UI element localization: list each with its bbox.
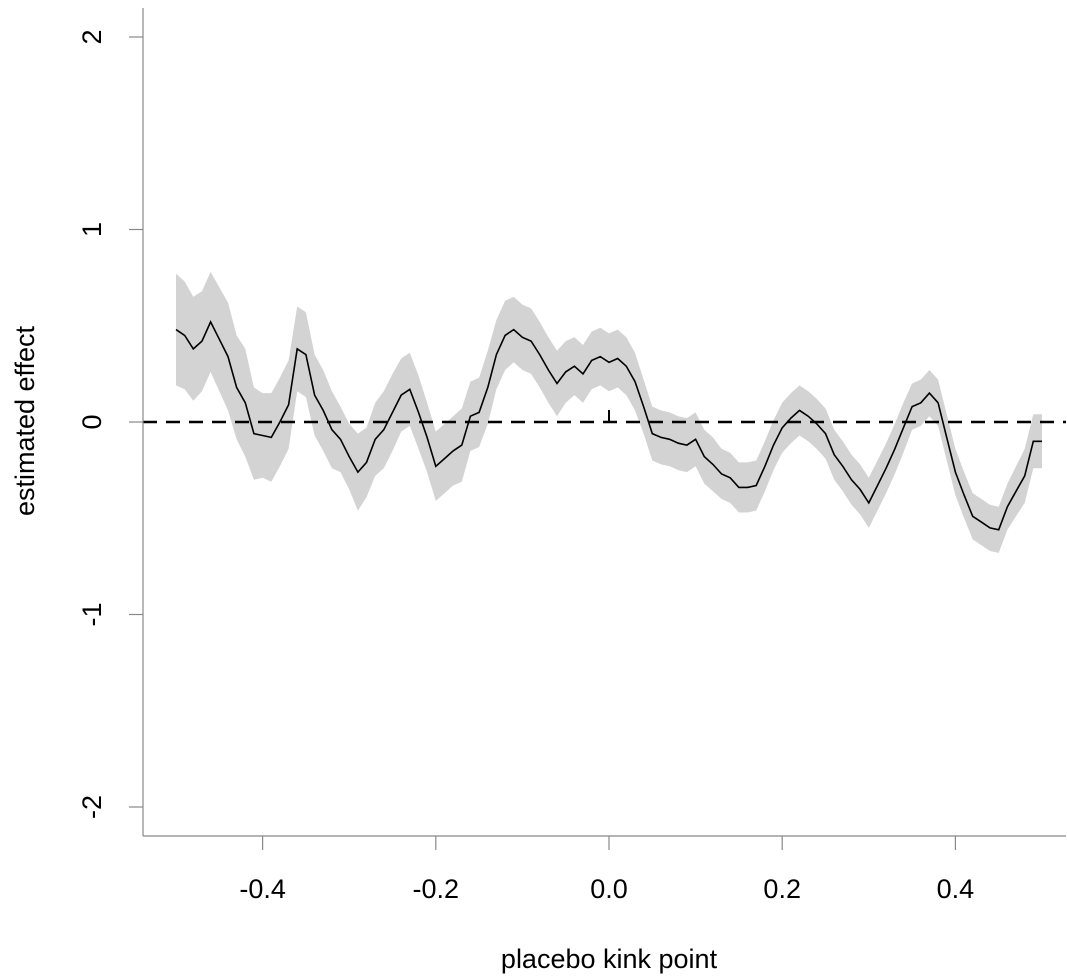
y-tick-label: -2	[77, 795, 107, 819]
y-tick-label: 1	[77, 222, 107, 237]
x-tick-label: -0.4	[239, 874, 286, 904]
x-tick-label: -0.2	[413, 874, 460, 904]
y-tick-label: 0	[77, 414, 107, 429]
x-tick-label: 0.0	[590, 874, 628, 904]
x-tick-label: 0.4	[937, 874, 975, 904]
y-axis-title: estimated effect	[10, 325, 40, 516]
estimate-line	[175, 320, 1042, 531]
x-tick-label: 0.2	[763, 874, 801, 904]
y-tick-label: 2	[77, 29, 107, 44]
x-axis: -0.4 -0.2 0.0 0.2 0.4	[143, 835, 1066, 904]
x-axis-title: placebo kink point	[501, 944, 718, 974]
y-tick-label: -1	[77, 602, 107, 626]
y-axis: -2 -1 0 1 2	[77, 8, 144, 836]
